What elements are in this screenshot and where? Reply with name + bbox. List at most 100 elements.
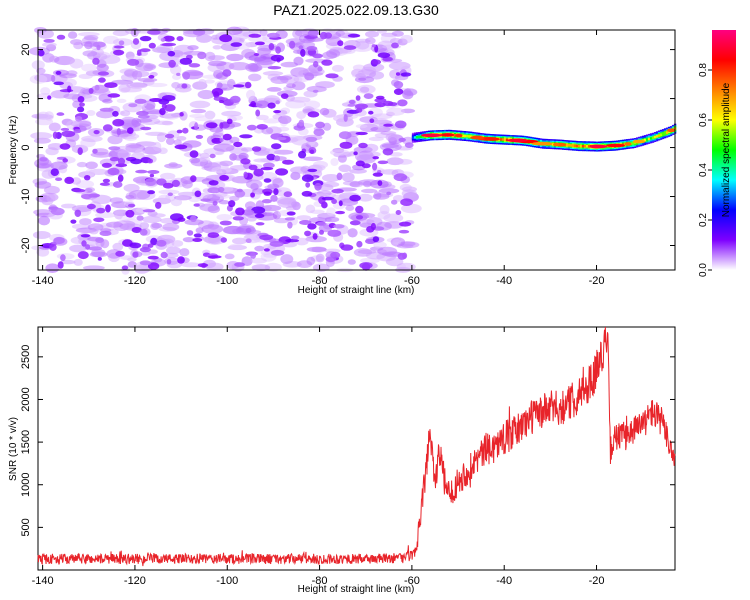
noise-blob (228, 61, 251, 71)
snr-series-line (37, 326, 676, 567)
ridge-peak (606, 143, 625, 148)
noise-blob (193, 233, 202, 238)
noise-blob (300, 48, 306, 57)
noise-blob (285, 238, 299, 243)
noise-blob (219, 220, 232, 226)
noise-blob (349, 194, 361, 202)
noise-blob (120, 87, 142, 93)
noise-blob (189, 114, 206, 118)
noise-blob (150, 222, 160, 230)
noise-blob (267, 66, 282, 70)
noise-blob (254, 41, 265, 46)
noise-blob (355, 103, 368, 110)
noise-blob (102, 98, 113, 104)
noise-blob (239, 134, 253, 139)
noise-blob (141, 215, 162, 224)
ridge-cell (645, 138, 649, 141)
noise-blob (389, 69, 402, 79)
noise-blob (207, 187, 221, 194)
noise-blob (195, 134, 204, 139)
colorbar-tick-label: 0.0 (698, 263, 709, 277)
noise-blob (220, 237, 227, 243)
noise-blob (284, 217, 296, 221)
noise-blob (176, 129, 183, 134)
ridge-peak (531, 141, 553, 146)
noise-blob (48, 122, 61, 132)
noise-blob (166, 259, 172, 265)
noise-blob (355, 160, 365, 167)
noise-blob (195, 227, 204, 234)
noise-blob (101, 162, 112, 168)
noise-blob (127, 58, 140, 66)
noise-blob (307, 29, 320, 37)
noise-blob (84, 175, 91, 181)
noise-blob (181, 180, 193, 189)
noise-blob (208, 180, 219, 186)
noise-blob (165, 133, 175, 139)
noise-blob (358, 77, 367, 81)
noise-blob (238, 152, 249, 160)
noise-blob (267, 102, 276, 109)
noise-blob (343, 114, 348, 122)
noise-blob (56, 34, 66, 40)
noise-blob (291, 135, 311, 146)
noise-blob (190, 175, 197, 183)
noise-blob (184, 219, 204, 226)
noise-blob (212, 200, 218, 206)
noise-blob (270, 54, 285, 62)
noise-blob (36, 111, 50, 120)
noise-blob (382, 148, 394, 156)
noise-blob (55, 177, 63, 181)
noise-blob (241, 147, 254, 152)
ridge-peak (507, 138, 528, 143)
y-tick-label: 500 (20, 518, 32, 536)
noise-blob (275, 100, 281, 105)
noise-blob (62, 158, 68, 163)
noise-blob (88, 87, 94, 94)
noise-blob (232, 216, 244, 221)
noise-blob (244, 81, 252, 89)
noise-blob (73, 188, 86, 193)
noise-blob (140, 126, 152, 131)
noise-blob (114, 210, 124, 220)
noise-blob (364, 143, 379, 153)
noise-blob (355, 151, 375, 162)
noise-blob (112, 118, 125, 127)
noise-blob (51, 74, 56, 83)
noise-blob (402, 252, 408, 259)
noise-blob (77, 251, 89, 260)
noise-blob (355, 215, 364, 220)
noise-blob (186, 230, 194, 236)
noise-blob (179, 248, 190, 257)
noise-blob (192, 238, 203, 242)
noise-blob (262, 71, 284, 76)
noise-blob (394, 120, 407, 129)
noise-blob (369, 71, 385, 80)
noise-blob (229, 195, 240, 201)
noise-blob (117, 174, 124, 182)
ridge-cell (411, 136, 415, 139)
noise-blob (205, 122, 218, 129)
noise-blob (400, 72, 412, 77)
noise-blob (322, 51, 338, 60)
noise-blob (241, 209, 255, 216)
noise-blob (161, 120, 174, 126)
noise-blob (399, 221, 412, 227)
noise-blob (78, 73, 93, 79)
noise-blob (77, 106, 85, 113)
noise-blob (77, 96, 85, 103)
noise-blob (271, 143, 282, 150)
noise-blob (315, 121, 326, 129)
noise-blob (83, 265, 105, 271)
noise-blob (324, 216, 340, 223)
noise-blob (215, 151, 224, 156)
noise-blob (64, 176, 75, 184)
noise-blob (156, 44, 174, 53)
noise-blob (227, 78, 236, 89)
noise-blob (264, 262, 282, 272)
noise-blob (209, 153, 216, 159)
noise-blob (70, 219, 77, 224)
noise-blob (85, 244, 91, 250)
noise-blob (393, 173, 408, 182)
noise-blob (164, 104, 176, 112)
